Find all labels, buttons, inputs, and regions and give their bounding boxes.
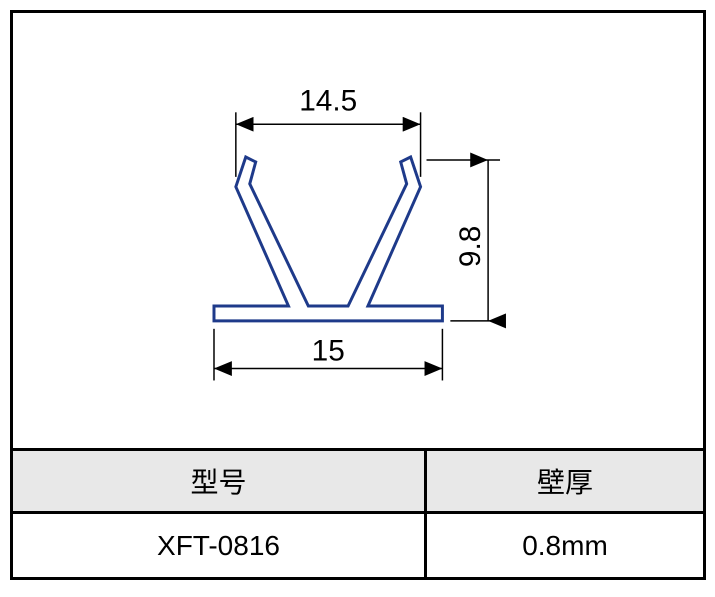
dim-bottom: 15 xyxy=(214,329,442,381)
outer-frame: 14.5 15 9.8 型号 壁厚 XFT-0816 xyxy=(10,10,706,580)
drawing-area: 14.5 15 9.8 xyxy=(13,13,703,451)
profile-shape xyxy=(214,157,442,321)
dim-top-value: 14.5 xyxy=(299,84,357,117)
dim-bottom-value: 15 xyxy=(312,335,345,368)
value-thickness: 0.8mm xyxy=(427,514,703,577)
header-thickness: 壁厚 xyxy=(427,451,703,511)
header-model: 型号 xyxy=(13,451,427,511)
dimension-diagram: 14.5 15 9.8 xyxy=(13,13,703,448)
table-data-row: XFT-0816 0.8mm xyxy=(13,514,703,577)
dim-top: 14.5 xyxy=(236,84,421,177)
table-header-row: 型号 壁厚 xyxy=(13,451,703,514)
dim-height-value: 9.8 xyxy=(454,226,487,267)
dim-height: 9.8 xyxy=(427,160,500,321)
spec-table: 型号 壁厚 XFT-0816 0.8mm xyxy=(13,451,703,577)
value-model: XFT-0816 xyxy=(13,514,427,577)
